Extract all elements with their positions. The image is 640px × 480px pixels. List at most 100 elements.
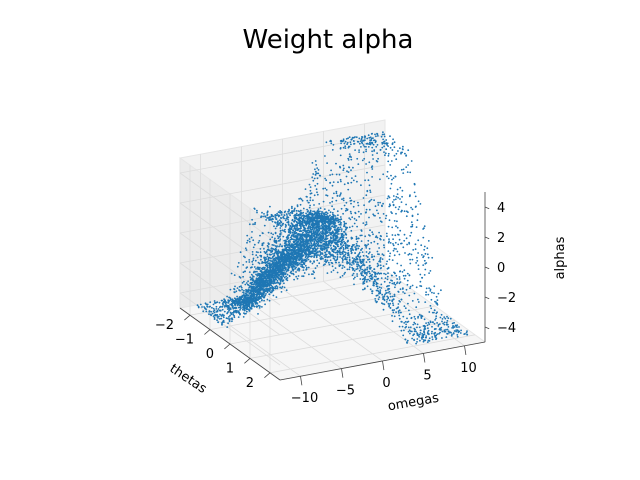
scatter-point: [379, 201, 381, 204]
scatter-point: [307, 215, 310, 218]
scatter-point: [308, 230, 311, 233]
scatter-point: [267, 231, 270, 234]
scatter-point: [279, 233, 281, 235]
scatter-point: [336, 217, 339, 220]
scatter-point: [327, 242, 330, 245]
scatter-point: [346, 141, 349, 144]
scatter-point: [364, 235, 367, 238]
scatter-point: [281, 268, 284, 271]
scatter-point: [299, 242, 301, 245]
scatter-point: [409, 171, 412, 174]
scatter-point: [353, 269, 356, 272]
scatter-point: [393, 220, 396, 222]
scatter-point: [395, 311, 397, 314]
scatter-point: [307, 258, 310, 261]
scatter-point: [291, 235, 293, 238]
scatter-point: [339, 154, 342, 157]
scatter-point: [354, 246, 356, 248]
scatter-point: [304, 253, 307, 256]
scatter-point: [246, 308, 249, 310]
scatter-point: [263, 285, 266, 288]
scatter-point: [302, 258, 304, 261]
scatter-point: [362, 274, 365, 277]
scatter-point: [312, 273, 314, 275]
scatter-point: [321, 235, 324, 238]
scatter-point: [257, 272, 259, 275]
scatter-point: [387, 152, 390, 155]
scatter-point: [456, 335, 459, 338]
scatter-point: [280, 214, 283, 216]
scatter-point: [229, 307, 232, 310]
scatter-point: [395, 274, 398, 277]
scatter-point: [344, 140, 347, 143]
scatter-point: [278, 219, 281, 222]
scatter-point: [283, 276, 286, 279]
scatter-point: [427, 339, 430, 342]
scatter-point: [325, 220, 328, 223]
scatter-point: [238, 298, 240, 301]
scatter-point: [227, 317, 229, 320]
scatter-point: [234, 304, 237, 307]
scatter-point: [388, 290, 391, 293]
scatter-point: [373, 149, 376, 151]
scatter-point: [380, 221, 383, 223]
scatter-point: [328, 230, 330, 232]
scatter-point: [373, 268, 376, 270]
scatter-point: [330, 217, 333, 220]
scatter-point: [377, 201, 379, 204]
scatter-point: [223, 310, 226, 313]
scatter-point: [270, 257, 272, 260]
scatter-point: [427, 240, 430, 242]
scatter-point: [394, 234, 397, 237]
scatter-point: [221, 305, 224, 308]
scatter-point: [342, 164, 345, 167]
scatter-point: [325, 227, 328, 230]
scatter-point: [350, 229, 353, 232]
scatter-point: [210, 310, 213, 313]
scatter-point: [392, 249, 395, 252]
scatter-point: [444, 317, 447, 320]
scatter-point: [413, 183, 416, 186]
scatter-point: [259, 266, 261, 269]
scatter-point: [371, 150, 373, 153]
scatter-point: [375, 289, 378, 292]
scatter-point: [363, 139, 366, 142]
scatter-point: [361, 247, 363, 250]
scatter-point: [460, 329, 462, 332]
scatter-point: [406, 321, 409, 323]
scatter-point: [295, 214, 298, 216]
scatter-point: [368, 161, 371, 164]
scatter-point: [389, 135, 391, 138]
scatter-point: [376, 285, 379, 288]
scatter-point: [250, 277, 253, 280]
scatter-point: [386, 260, 388, 263]
scatter-point: [249, 306, 252, 309]
scatter-point: [361, 142, 364, 145]
scatter-point: [270, 264, 273, 266]
scatter-point: [395, 158, 398, 161]
scatter-point: [374, 273, 377, 276]
scatter-point: [365, 223, 368, 226]
scatter-point: [246, 304, 248, 307]
scatter-point: [353, 217, 356, 220]
scatter-point: [226, 312, 229, 314]
scatter-point: [275, 240, 278, 243]
scatter-point: [282, 279, 284, 282]
scatter-point: [401, 195, 403, 198]
grid-line: [179, 164, 386, 204]
scatter-point: [321, 244, 323, 247]
scatter-point: [239, 289, 241, 292]
scatter-point: [331, 241, 334, 243]
scatter-point: [339, 228, 341, 231]
scatter-point: [270, 253, 272, 256]
chart-title: Weight alpha: [243, 25, 414, 55]
scatter-point: [295, 209, 298, 212]
scatter-point: [429, 290, 432, 292]
scatter-point: [344, 271, 346, 274]
scatter-point: [403, 239, 406, 242]
scatter-point: [346, 247, 349, 250]
scatter-point: [439, 331, 441, 334]
scatter-point: [431, 321, 434, 324]
scatter-point: [317, 244, 319, 247]
scatter-point: [338, 265, 341, 268]
